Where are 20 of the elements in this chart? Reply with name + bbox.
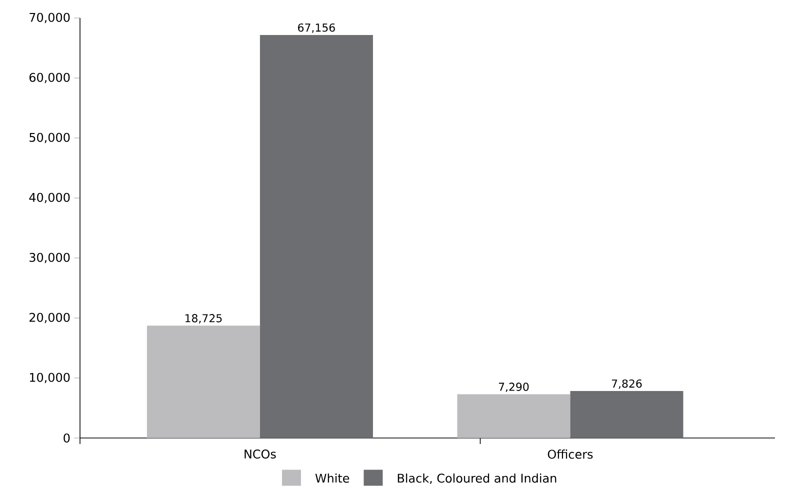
data-label: 7,826 xyxy=(612,379,642,389)
y-tick-label: 20,000 xyxy=(30,312,70,324)
legend-label: White xyxy=(315,473,350,483)
bar xyxy=(570,391,684,438)
y-tick-label: 60,000 xyxy=(29,72,70,84)
bar xyxy=(146,326,260,438)
data-label: 7,290 xyxy=(498,382,529,392)
legend-label: Black, Coloured and Indian xyxy=(398,473,556,484)
y-tick-label: 50,000 xyxy=(30,132,70,144)
bar xyxy=(260,35,373,438)
bar xyxy=(457,394,570,438)
y-tick-label: 0 xyxy=(64,433,70,443)
y-tick-label: 30,000 xyxy=(30,252,70,264)
data-label: 67,156 xyxy=(298,23,335,33)
y-tick-label: 10,000 xyxy=(30,372,70,384)
y-tick-label: 40,000 xyxy=(29,192,70,204)
y-tick-label: 70,000 xyxy=(30,12,70,24)
x-tick-label: Officers xyxy=(548,450,593,459)
data-label: 18,725 xyxy=(185,314,222,324)
x-tick-label: NCOs xyxy=(244,450,276,459)
